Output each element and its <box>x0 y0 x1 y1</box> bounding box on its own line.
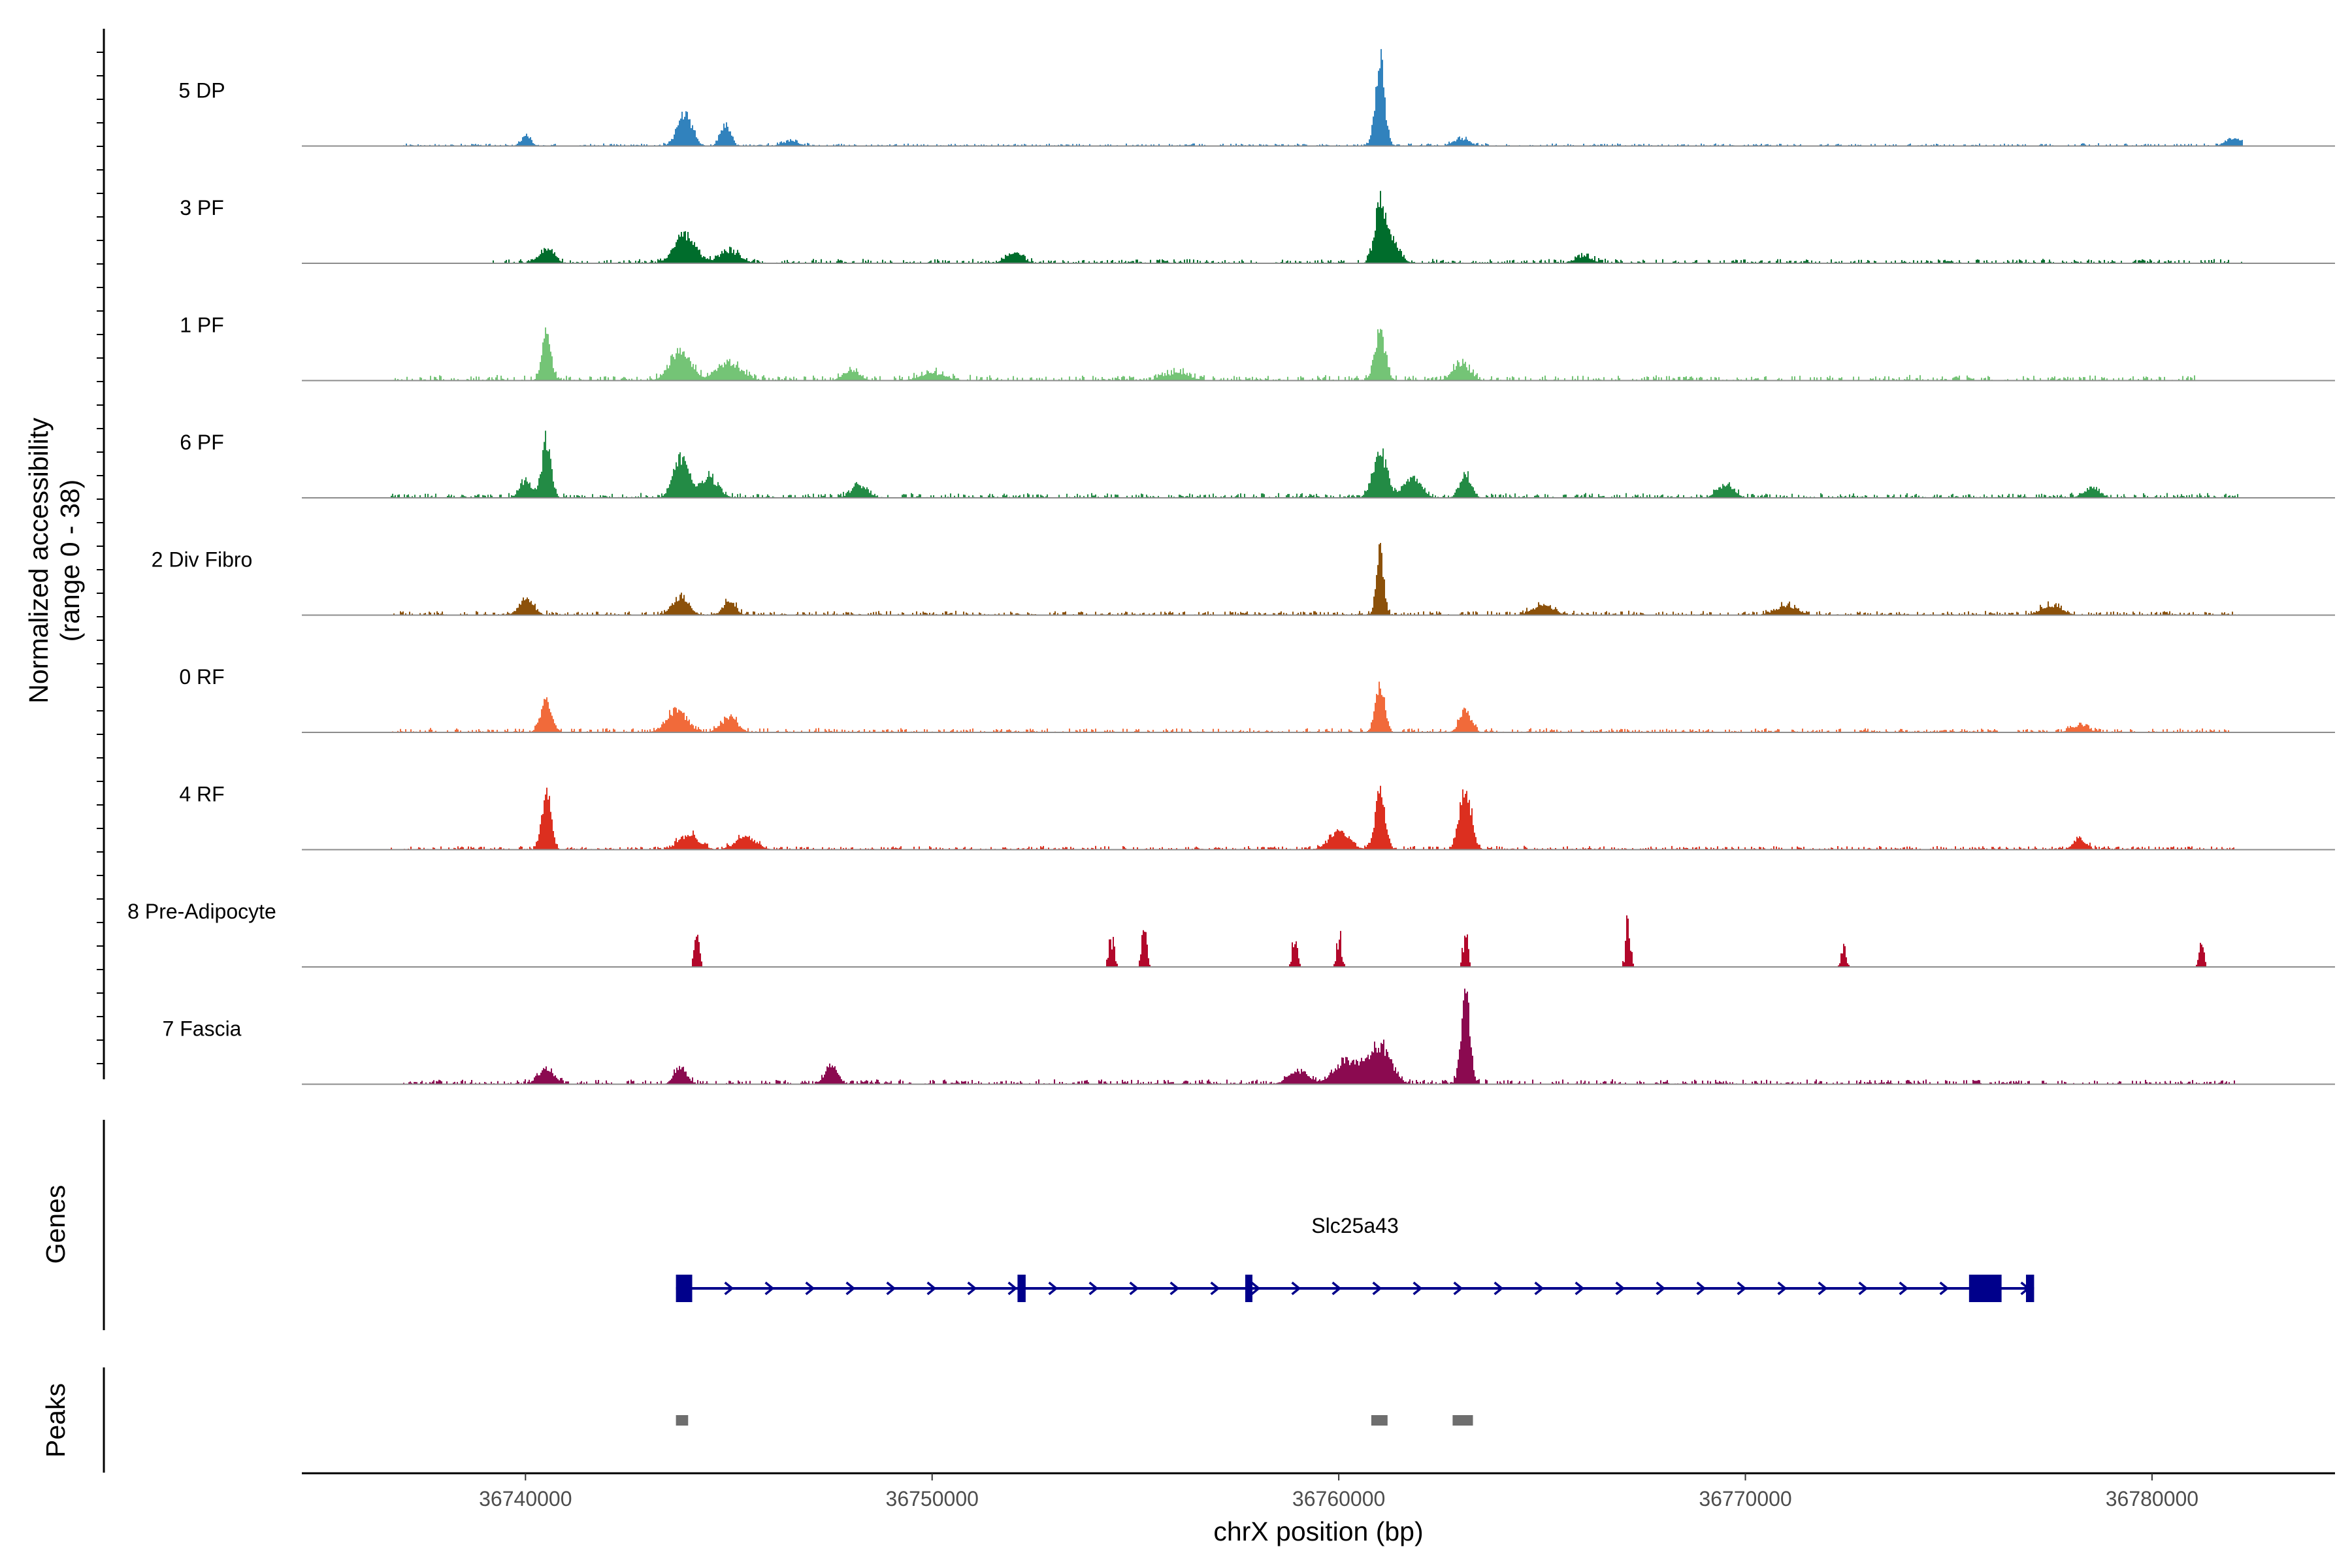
track-label: 0 RF <box>179 665 224 689</box>
strand-arrow-icon <box>1858 1281 1869 1296</box>
coverage-y-axis-ticks <box>97 52 104 1064</box>
track-9: 7 Fascia <box>163 988 2335 1085</box>
strand-arrow-icon <box>1818 1281 1828 1296</box>
strand-arrow-icon <box>1331 1281 1342 1296</box>
strand-arrow-icon <box>1494 1281 1504 1296</box>
track-coverage <box>392 681 2229 732</box>
strand-arrow-icon <box>1737 1281 1747 1296</box>
strand-arrow-icon <box>1169 1281 1180 1296</box>
gene-exon <box>676 1275 693 1302</box>
strand-arrow-icon <box>1007 1281 1018 1296</box>
x-tick-label: 36750000 <box>886 1487 979 1511</box>
track-coverage <box>692 915 2206 967</box>
strand-arrow-icon <box>1696 1281 1707 1296</box>
track-coverage <box>393 543 2241 615</box>
track-label: 6 PF <box>180 431 224 454</box>
y-axis-label: Normalized accessibility <box>24 417 54 704</box>
x-axis-label: chrX position (bp) <box>1213 1516 1423 1546</box>
strand-arrow-icon <box>1615 1281 1625 1296</box>
x-axis-ticks: 36740000 36750000 36760000 36770000 36780000 <box>479 1473 2198 1511</box>
strand-arrow-icon <box>1048 1281 1058 1296</box>
strand-arrow-icon <box>764 1281 775 1296</box>
track-label: 1 PF <box>180 314 224 337</box>
strand-arrow-icon <box>845 1281 856 1296</box>
strand-arrow-icon <box>926 1281 937 1296</box>
peak-region <box>1452 1415 1473 1426</box>
track-8: 8 Pre-Adipocyte <box>127 900 2335 968</box>
track-6: 0 RF <box>179 665 2335 733</box>
strand-arrow-icon <box>1453 1281 1463 1296</box>
track-label: 3 PF <box>180 196 224 220</box>
peak-region <box>1371 1415 1388 1426</box>
track-coverage <box>403 988 2235 1085</box>
track-coverage <box>493 191 2242 263</box>
track-label: 4 RF <box>179 783 224 806</box>
track-coverage <box>393 327 2195 381</box>
gene-exon <box>2025 1275 2034 1302</box>
strand-arrow-icon <box>1575 1281 1585 1296</box>
genes-panel-label: Genes <box>41 1185 71 1264</box>
strand-arrow-icon <box>967 1281 977 1296</box>
gene-model <box>676 1275 2034 1302</box>
track-7: 4 RF <box>179 783 2335 851</box>
strand-arrow-icon <box>1291 1281 1301 1296</box>
strand-arrow-icon <box>1534 1281 1544 1296</box>
y-axis-range-label: (range 0 - 38) <box>55 480 85 642</box>
strand-arrow-icon <box>1372 1281 1382 1296</box>
track-label: 2 Div Fibro <box>152 548 253 572</box>
strand-arrow-icon <box>724 1281 734 1296</box>
track-coverage <box>391 431 2238 498</box>
x-tick-label: 36740000 <box>479 1487 572 1511</box>
gene-exon <box>1017 1275 1026 1302</box>
track-label: 7 Fascia <box>163 1017 242 1041</box>
gene-exon <box>1245 1275 1252 1302</box>
peaks-panel-label: Peaks <box>41 1383 71 1458</box>
x-tick-label: 36780000 <box>2106 1487 2198 1511</box>
strand-arrow-icon <box>1250 1281 1261 1296</box>
strand-arrow-icon <box>1413 1281 1423 1296</box>
track-1: 5 DP <box>178 49 2335 147</box>
strand-arrow-icon <box>1777 1281 1788 1296</box>
strand-arrow-icon <box>1129 1281 1139 1296</box>
track-4: 6 PF <box>180 431 2335 498</box>
x-tick-label: 36770000 <box>1699 1487 1791 1511</box>
coverage-tracks: 5 DP 3 PF 1 PF 6 PF 2 Div Fibro 0 RF 4 RF 8 Pre… <box>127 49 2335 1085</box>
track-2: 3 PF <box>180 191 2335 264</box>
track-label: 5 DP <box>178 79 225 103</box>
strand-arrow-icon <box>1210 1281 1220 1296</box>
strand-arrow-icon <box>1088 1281 1099 1296</box>
strand-arrow-icon <box>1656 1281 1666 1296</box>
track-3: 1 PF <box>180 314 2335 382</box>
track-label: 8 Pre-Adipocyte <box>127 900 276 923</box>
strand-arrow-icon <box>805 1281 815 1296</box>
track-5: 2 Div Fibro <box>152 543 2335 616</box>
strand-arrow-icon <box>1939 1281 1950 1296</box>
x-tick-label: 36760000 <box>1292 1487 1385 1511</box>
track-coverage <box>403 49 2243 146</box>
strand-arrow-icon <box>886 1281 896 1296</box>
gene-exon <box>1968 1275 2002 1302</box>
peak-regions <box>676 1415 1473 1426</box>
peak-region <box>676 1415 689 1426</box>
strand-arrow-icon <box>1899 1281 1909 1296</box>
track-coverage <box>391 785 2234 850</box>
gene-name-label: Slc25a43 <box>1311 1214 1398 1237</box>
